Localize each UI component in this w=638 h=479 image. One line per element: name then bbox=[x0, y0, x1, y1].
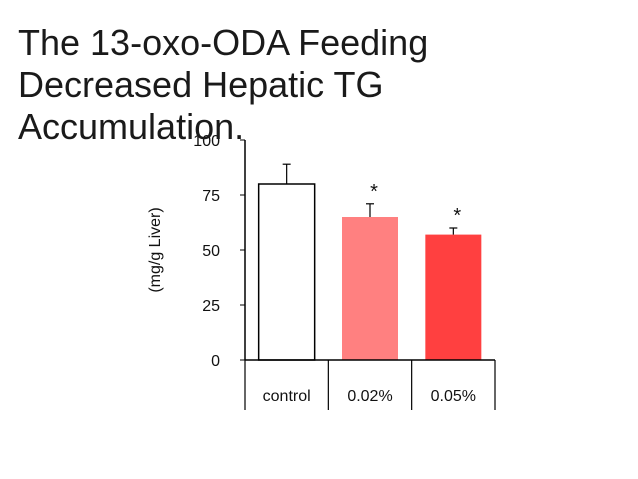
x-category-table: control 0.02% 0.05% bbox=[244, 360, 496, 410]
bar-control bbox=[257, 183, 316, 361]
y-tick-label: 100 bbox=[193, 133, 220, 150]
bars bbox=[257, 183, 482, 361]
bar-0.05% bbox=[425, 234, 482, 360]
y-tick-label: 25 bbox=[202, 298, 220, 315]
significance-asterisk: * bbox=[370, 181, 378, 203]
y-tick-labels: 0 25 50 75 100 bbox=[193, 133, 245, 370]
x-category-label: 0.05% bbox=[431, 388, 476, 405]
x-category-label: control bbox=[263, 388, 311, 405]
x-category-label: 0.02% bbox=[347, 388, 392, 405]
significance-asterisk: * bbox=[453, 205, 461, 227]
slide-title: The 13-oxo-ODA Feeding Decreased Hepatic… bbox=[18, 22, 429, 147]
y-axis-label: (mg/g Liver) bbox=[147, 207, 164, 292]
y-tick-label: 50 bbox=[202, 243, 220, 260]
y-tick-label: 0 bbox=[211, 353, 220, 370]
bar-0.02% bbox=[342, 217, 398, 360]
error-bars bbox=[282, 163, 458, 235]
y-tick-label: 75 bbox=[202, 188, 220, 205]
significance-marks: ** bbox=[370, 181, 461, 227]
